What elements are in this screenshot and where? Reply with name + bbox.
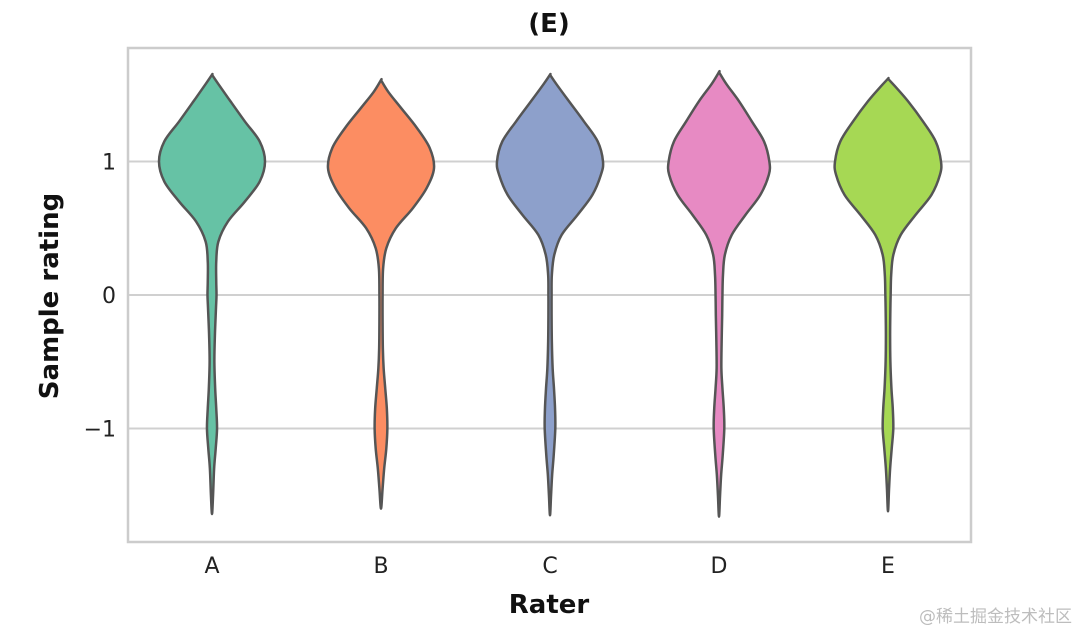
violin-b (326, 77, 436, 510)
x-tick-label: A (204, 554, 219, 579)
y-axis-label: Sample rating (35, 193, 65, 399)
watermark: @稀土掘金技术社区 (919, 607, 1072, 627)
chart-title: (E) (528, 9, 570, 39)
violin-d (666, 69, 772, 518)
x-tick-label: C (542, 554, 557, 579)
violin-c (495, 72, 605, 517)
violin-e (833, 76, 943, 513)
x-tick-label: E (881, 554, 895, 579)
violins (157, 69, 943, 518)
x-tick-label: B (373, 554, 388, 579)
violin-a (157, 72, 267, 516)
y-tick-label: 0 (102, 284, 116, 309)
y-tick-label: −1 (84, 418, 116, 443)
x-tick-labels: A B C D E (204, 554, 894, 579)
plot-frame (126, 46, 973, 544)
x-tick-label: D (711, 554, 728, 579)
y-tick-label: 1 (102, 150, 116, 175)
y-tick-labels: 1 0 −1 (84, 150, 116, 442)
x-axis-label: Rater (509, 590, 590, 620)
